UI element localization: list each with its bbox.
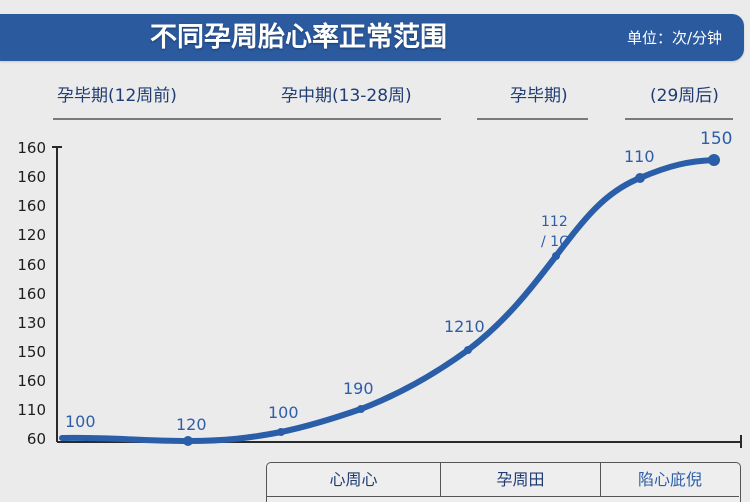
- y-tick-label: 160: [17, 372, 46, 390]
- table-header-cell: 陷心庛倪: [601, 463, 739, 497]
- y-tick-label: 160: [17, 256, 46, 274]
- period-label-early: 孕毕期(12周前): [57, 86, 177, 106]
- point-label: 1210: [444, 317, 485, 336]
- y-tick-label: 160: [17, 168, 46, 186]
- period-label-after-29: (29周后): [650, 86, 719, 106]
- heart-rate-curve: [59, 157, 717, 445]
- y-tick-label: 160: [17, 139, 46, 157]
- table-header-cell: 孕周田: [441, 463, 601, 497]
- chart-title: 不同孕周胎心率正常范围: [150, 22, 447, 53]
- period-divider-early-mid: [53, 118, 441, 120]
- y-tick-label: 160: [17, 285, 46, 303]
- y-tick-label: 110: [17, 401, 46, 419]
- y-axis: [52, 146, 62, 442]
- y-tick-label: 150: [17, 343, 46, 361]
- data-point-markers: [183, 154, 720, 446]
- period-label-mid: 孕中期(13-28周): [281, 86, 412, 106]
- point-label: 150: [700, 129, 733, 149]
- period-label-late: 孕毕期): [510, 86, 568, 106]
- period-divider-late: [477, 118, 588, 120]
- point-label: 112 / 1C: [541, 214, 569, 250]
- y-tick-label: 160: [17, 197, 46, 215]
- y-tick-label: 130: [17, 314, 46, 332]
- table-header-cell: 心周心: [267, 463, 441, 497]
- y-tick-label: 60: [26, 430, 46, 448]
- unit-label: 单位：次/分钟: [626, 29, 722, 47]
- legend-table: 心周心 孕周田 陷心庛倪: [266, 462, 741, 502]
- point-label: 100: [268, 403, 299, 422]
- point-label: 120: [176, 415, 207, 434]
- title-banner: 不同孕周胎心率正常范围 单位：次/分钟: [0, 14, 744, 61]
- point-label: 190: [343, 379, 374, 398]
- point-label: 110: [624, 147, 655, 166]
- period-divider-after: [625, 118, 733, 120]
- point-label: 100: [65, 412, 96, 431]
- y-tick-label: 120: [17, 226, 46, 244]
